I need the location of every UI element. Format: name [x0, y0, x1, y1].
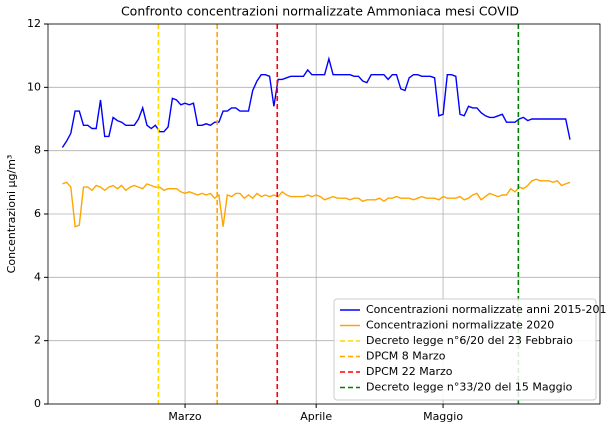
chart-title: Confronto concentrazioni normalizzate Am…	[121, 4, 519, 19]
data-line	[62, 178, 571, 228]
y-tick-label: 4	[34, 270, 41, 283]
y-tick-label: 6	[34, 207, 41, 220]
legend-label: Concentrazioni normalizzate 2020	[366, 319, 554, 332]
y-tick-label: 12	[27, 17, 41, 30]
plot-frame	[47, 23, 601, 405]
y-tick-label: 8	[34, 144, 41, 157]
y-tick-label: 2	[34, 334, 41, 347]
y-axis-label: Concentrazioni µg/m³	[5, 155, 18, 274]
legend-label: DPCM 8 Marzo	[366, 350, 446, 363]
y-tick-label: 10	[27, 80, 41, 93]
x-tick-label: Maggio	[423, 410, 463, 423]
x-tick-label: Marzo	[168, 410, 202, 423]
y-tick-label: 0	[34, 397, 41, 410]
legend-label: DPCM 22 Marzo	[366, 365, 453, 378]
legend-label: Decreto legge n°6/20 del 23 Febbraio	[366, 334, 573, 347]
legend-label: Concentrazioni normalizzate anni 2015-20…	[366, 303, 606, 316]
data-line	[61, 56, 571, 148]
legend-label: Decreto legge n°33/20 del 15 Maggio	[366, 381, 573, 394]
x-tick-label: Aprile	[300, 410, 332, 423]
legend: Concentrazioni normalizzate anni 2015-20…	[333, 298, 606, 401]
legend-box	[333, 298, 597, 401]
